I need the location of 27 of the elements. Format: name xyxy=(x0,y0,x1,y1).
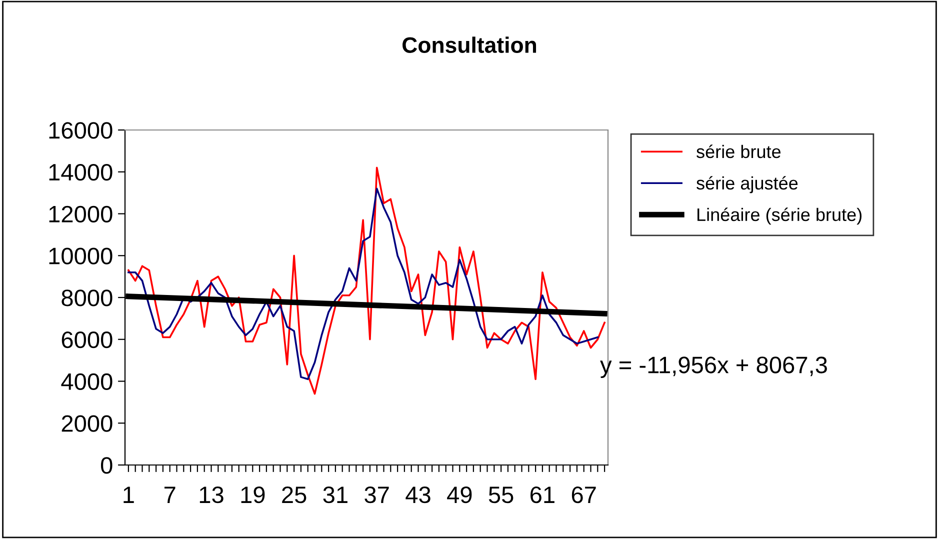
legend-label: Linéaire (série brute) xyxy=(698,208,862,225)
x-tick-label: 49 xyxy=(447,486,472,504)
x-tick-label: 7 xyxy=(164,486,176,503)
line-series xyxy=(128,188,599,380)
y-tick-label: 6000 xyxy=(62,331,112,348)
legend-label: série brute xyxy=(696,144,781,158)
x-tick-label: 37 xyxy=(364,486,389,504)
x-tick-label: 55 xyxy=(488,486,514,504)
legend-label: série ajustée xyxy=(696,176,798,194)
y-tick-label: 4000 xyxy=(61,373,112,390)
y-tick-label: 2000 xyxy=(62,415,112,432)
x-tick-label: 31 xyxy=(323,486,348,504)
y-tick-label: 0 xyxy=(100,457,112,474)
annotation: y = -11,956x + 8067,3 xyxy=(600,356,827,378)
x-tick-label: 19 xyxy=(241,486,265,504)
x-tick-label: 43 xyxy=(406,486,430,504)
x-tick-label: 67 xyxy=(572,486,596,504)
x-tick-label: 1 xyxy=(124,486,134,503)
y-tick-label: 12000 xyxy=(49,206,112,223)
y-tick-label: 14000 xyxy=(49,164,112,181)
x-tick-label: 25 xyxy=(282,486,306,504)
x-tick-label: 13 xyxy=(200,486,224,504)
y-tick-label: 10000 xyxy=(49,248,112,264)
x-tick-label: 61 xyxy=(530,486,554,504)
y-tick-label: 8000 xyxy=(62,290,112,306)
y-tick-label: 16000 xyxy=(49,122,112,139)
chart-title: Consultation xyxy=(402,36,536,53)
